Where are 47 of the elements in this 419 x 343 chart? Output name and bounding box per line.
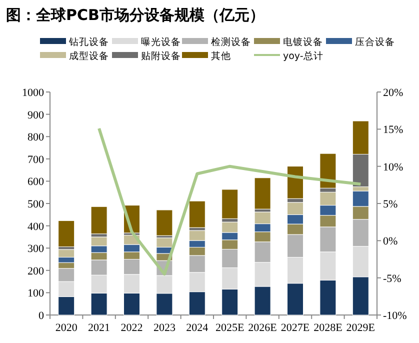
x-tick-label: 2029E [346, 322, 376, 334]
x-tick-label: 2024 [186, 322, 209, 334]
legend-label: 曝光设备 [141, 36, 181, 48]
legend-label: 钻孔设备 [68, 36, 109, 48]
line-series [98, 126, 362, 276]
bar [156, 210, 173, 236]
x-tick-label: 2028E [314, 322, 343, 334]
y2-tick-label: 10% [383, 161, 404, 174]
bar [254, 178, 271, 210]
x-tick-label: 2025E [215, 322, 244, 334]
legend-label: 成型设备 [69, 50, 109, 62]
y2-tick-label: 0% [383, 236, 398, 248]
y-tick-label: 800 [28, 132, 44, 144]
legend-label: 电镀设备 [283, 36, 323, 48]
x-tick-label: 2021 [88, 322, 110, 334]
y-tick-label: 300 [28, 243, 44, 256]
y2-tick-label: 5% [383, 198, 398, 210]
bar [188, 200, 206, 228]
bar [287, 166, 304, 199]
legend-label: 检测设备 [211, 36, 251, 48]
y2-tick-label: 20% [383, 87, 404, 99]
y-tick-label: 0 [38, 310, 44, 322]
y-tick-label: 200 [28, 265, 44, 278]
bar [320, 153, 336, 188]
y-tick-label: 700 [28, 154, 44, 166]
legend-label: yoy-总计 [283, 50, 324, 62]
legend-label: 其他 [211, 50, 231, 62]
y2-tick-label: -10% [383, 310, 407, 322]
legend-label: 压合设备 [355, 36, 395, 48]
x-tick-label: 2026E [248, 322, 278, 334]
y-tick-label: 600 [28, 176, 44, 188]
legend-label: 贴附设备 [141, 50, 181, 62]
x-tick-label: 2023 [153, 322, 176, 334]
y-tick-label: 400 [28, 220, 44, 233]
y-tick-label: 500 [28, 198, 44, 210]
y-tick-label: 1000 [22, 87, 44, 99]
bar [58, 220, 75, 248]
y2-tick-label: -5% [383, 272, 402, 285]
bar [90, 206, 108, 234]
x-tick-label: 2027E [280, 322, 310, 334]
y-tick-label: 100 [28, 288, 44, 300]
x-tick-label: 2022 [120, 322, 143, 334]
y-tick-label: 900 [28, 109, 44, 122]
y2-tick-label: 15% [383, 124, 404, 136]
x-tick-label: 2020 [55, 322, 78, 334]
bar [222, 189, 238, 219]
chart-title: 图：全球PCB市场分设备规模（亿元） [6, 6, 264, 24]
